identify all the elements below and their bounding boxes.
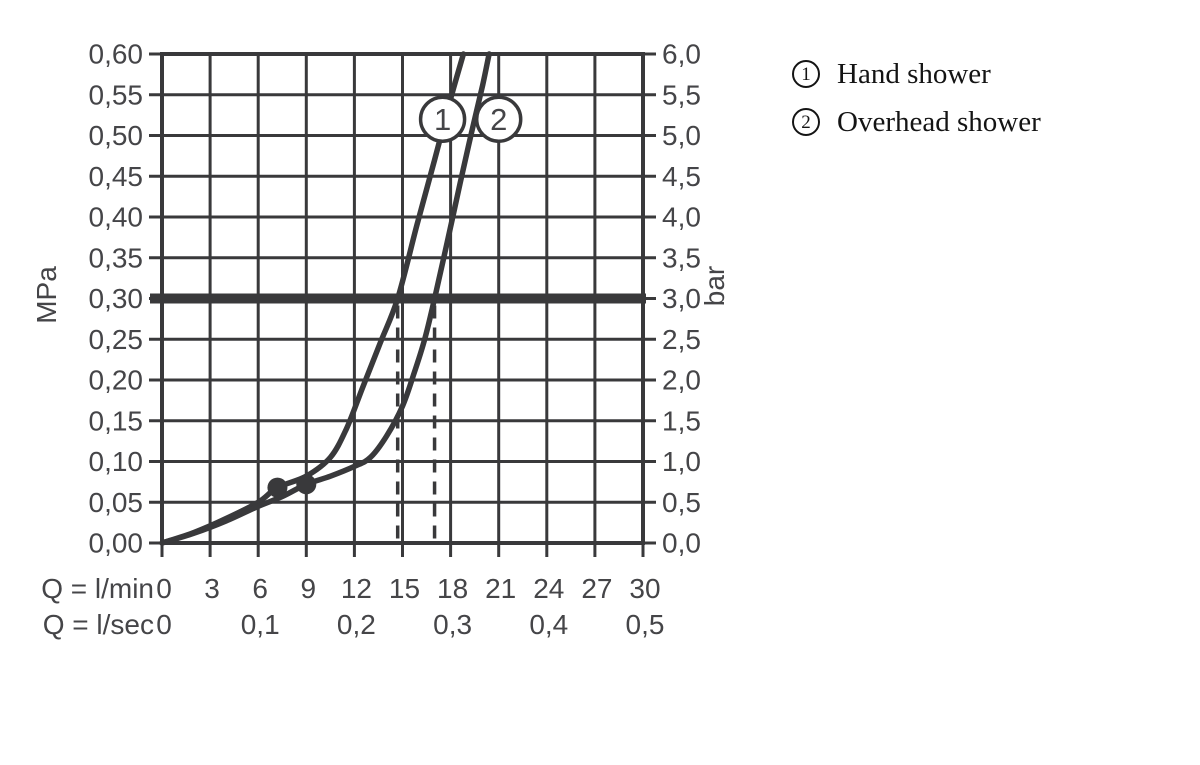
curve-callout-number-2: 2 [490,102,507,137]
y-left-tick-label: 0,10 [89,446,144,477]
marker-dot-series-2 [296,474,317,495]
x-tick-label-lmin: 15 [389,573,420,604]
y-left-tick-label: 0,15 [89,405,144,436]
x-tick-label-lsec: 0,5 [626,609,665,640]
y-left-tick-label: 0,35 [89,242,144,273]
y-left-tick-label: 0,30 [89,283,144,314]
x-tick-label-lmin: 27 [581,573,612,604]
y-right-tick-label: 6,0 [662,39,701,70]
legend-item-overhead-shower: 2 Overhead shower [792,98,1041,146]
flow-pressure-chart: 0,600,550,500,450,400,350,300,250,200,15… [31,39,730,641]
legend-label-hand-shower: Hand shower [837,57,991,90]
x-tick-label-lmin: 12 [341,573,372,604]
y-right-tick-label: 5,0 [662,120,701,151]
x-tick-label-lsec: 0,4 [529,609,568,640]
x-tick-label-lmin: 3 [204,573,220,604]
y-right-tick-label: 0,5 [662,487,701,518]
y-right-tick-label: 2,0 [662,365,701,396]
x-tick-label-lsec: 0,2 [337,609,376,640]
y-left-tick-label: 0,60 [89,39,144,70]
x-tick-label-lsec: 0 [156,609,172,640]
y-right-tick-label: 1,5 [662,405,701,436]
y-right-tick-label: 4,5 [662,161,701,192]
x-tick-label-lmin: 21 [485,573,516,604]
curve-callout-circle-2 [474,95,523,143]
y-right-tick-label: 3,5 [662,242,701,273]
x-tick-label-lmin: 18 [437,573,468,604]
y-right-tick-label: 0,0 [662,528,701,559]
legend: 1 Hand shower 2 Overhead shower [792,50,1041,146]
y-left-tick-label: 0,45 [89,161,144,192]
y-axis-right: 6,0 5,5 5,0 4,5 4,0 3,5 3,0 2,5 2,0 1,5 1,0 0,5 0,0 b… [642,39,730,559]
y-right-unit-label: bar [699,266,730,306]
x-tick-label-lmin: 0 [156,573,172,604]
y-right-tick-label: 1,0 [662,446,701,477]
y-left-tick-label: 0,25 [89,324,144,355]
y-left-tick-label: 0,05 [89,487,144,518]
curve-callout-number-1: 1 [434,102,451,137]
legend-marker-2-icon: 2 [792,108,820,136]
y-left-tick-label: 0,20 [89,365,144,396]
y-left-tick-label: 0,50 [89,120,144,151]
y-right-tick-label: 3,0 [662,283,701,314]
y-right-tick-label: 4,0 [662,202,701,233]
x-tick-label-lsec: 0,3 [433,609,472,640]
x-tick-label-lmin: 9 [301,573,317,604]
y-left-unit-label: MPa [31,266,62,324]
x-tick-label-lmin: 30 [629,573,660,604]
legend-marker-1-icon: 1 [792,60,820,88]
curve-series-2 [159,51,492,546]
y-right-tick-label: 5,5 [662,79,701,110]
x-tick-label-lsec: 0,1 [241,609,280,640]
curve-callout-circle-1 [418,95,467,143]
y-right-tick-label: 2,5 [662,324,701,355]
x-tick-label-lmin: 6 [252,573,268,604]
y-left-tick-label: 0,00 [89,528,144,559]
marker-dot-series-1 [267,477,288,498]
legend-item-hand-shower: 1 Hand shower [792,50,1041,98]
y-left-tick-label: 0,40 [89,202,144,233]
x-tick-label-lmin: 24 [533,573,564,604]
y-axis-left: 0,60 0,55 0,50 0,45 0,40 0,35 0,30 0,25 0,20 0,15… [31,39,163,559]
x-axis-label-lmin: Q = l/min [41,573,154,604]
legend-label-overhead-shower: Overhead shower [837,105,1041,138]
x-axis: 0 3 6 9 12 15 18 21 24 27 30 0 0,1 0,2 0,3 0,4 0,5 Q = l/… [41,542,664,640]
y-left-tick-label: 0,55 [89,79,144,110]
x-axis-label-lsec: Q = l/sec [43,609,154,640]
